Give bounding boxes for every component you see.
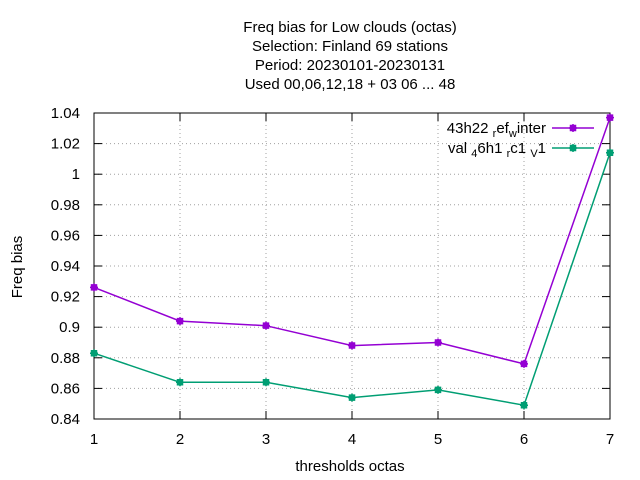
grid <box>94 113 610 419</box>
data-point <box>434 338 442 347</box>
data-point <box>176 378 184 387</box>
data-point <box>176 317 184 326</box>
x-axis-label: thresholds octas <box>295 458 404 475</box>
title-line-1: Freq bias for Low clouds (octas) <box>243 19 456 36</box>
legend-label-2: val 46h1 rc1 V1 <box>448 140 546 160</box>
chart-title: Freq bias for Low clouds (octas) Selectio… <box>243 19 456 93</box>
series-line-2 <box>93 152 611 407</box>
x-tick-label: 6 <box>520 431 528 448</box>
legend-marker-1 <box>569 124 577 132</box>
data-point <box>348 393 356 402</box>
y-tick-label: 0.84 <box>51 411 80 428</box>
data-point <box>348 341 356 350</box>
x-tick-label: 3 <box>262 431 270 448</box>
data-point <box>434 385 442 394</box>
legend-marker-2 <box>569 144 577 152</box>
data-point <box>606 113 614 122</box>
x-tick-label: 1 <box>90 431 98 448</box>
y-tick-label: 0.96 <box>51 227 80 244</box>
y-axis-label: Freq bias <box>9 236 26 299</box>
y-tick-label: 0.94 <box>51 258 80 275</box>
series-2 <box>90 148 614 410</box>
data-point <box>606 148 614 157</box>
title-line-3: Period: 20230101-20230131 <box>255 57 445 74</box>
title-line-2: Selection: Finland 69 stations <box>252 38 448 55</box>
x-tick-label: 5 <box>434 431 442 448</box>
data-point <box>520 401 528 410</box>
legend-label-1: 43h22 refwinter <box>447 120 546 140</box>
data-point <box>90 349 98 358</box>
y-tick-label: 1 <box>72 166 80 183</box>
series-layer <box>90 113 614 410</box>
y-tick-label: 1.02 <box>51 136 80 153</box>
axis-ticks: 1 2 3 4 5 6 7 0.84 0.86 0.88 0.9 0.92 0.94 0.96 0.98 1 1… <box>51 105 614 448</box>
data-point <box>90 283 98 292</box>
data-point <box>262 378 270 387</box>
y-tick-label: 0.92 <box>51 289 80 306</box>
y-tick-label: 0.9 <box>59 319 80 336</box>
data-point <box>262 321 270 330</box>
title-line-4: Used 00,06,12,18 + 03 06 ... 48 <box>245 76 456 93</box>
series-1 <box>90 113 614 368</box>
y-tick-label: 0.88 <box>51 350 80 367</box>
y-tick-label: 1.04 <box>51 105 80 122</box>
x-tick-label: 2 <box>176 431 184 448</box>
x-tick-label: 7 <box>606 431 614 448</box>
y-tick-label: 0.98 <box>51 197 80 214</box>
x-tick-label: 4 <box>348 431 356 448</box>
y-tick-label: 0.86 <box>51 380 80 397</box>
data-point <box>520 359 528 368</box>
